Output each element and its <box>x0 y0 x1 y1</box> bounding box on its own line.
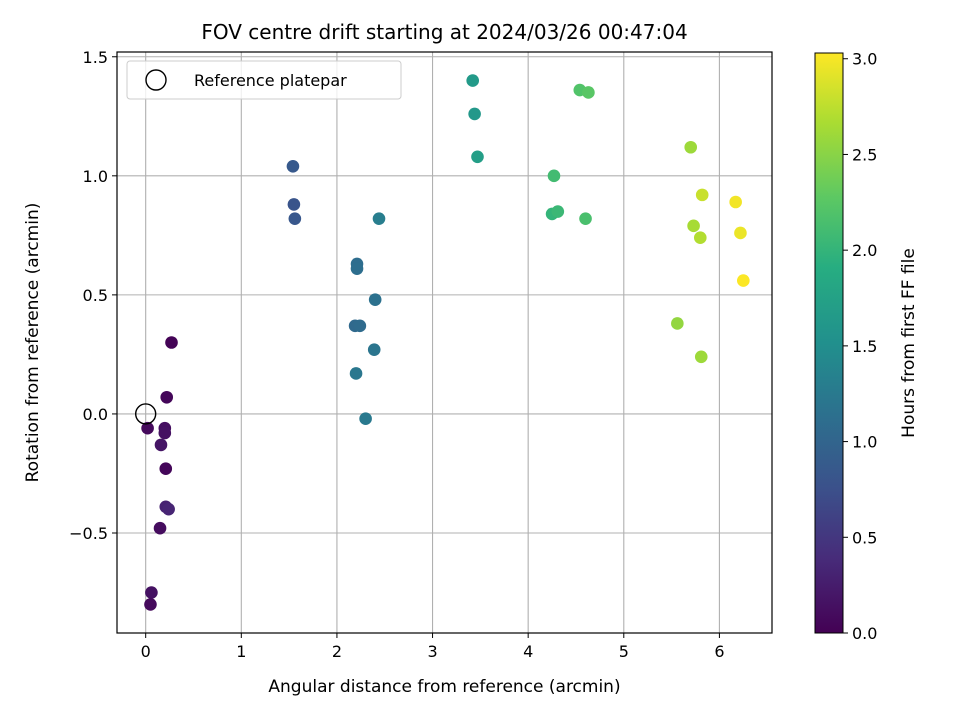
legend: Reference platepar <box>126 60 402 100</box>
scatter-point <box>551 205 565 218</box>
colorbar-tick-label: 3.0 <box>852 50 877 69</box>
legend-box <box>126 60 402 100</box>
scatter-points <box>141 74 750 611</box>
colorbar-ticks: 0.0 0.5 1.0 1.5 2.0 2.5 3.0 <box>843 50 877 643</box>
scatter-point <box>579 212 592 225</box>
x-axis-label: Angular distance from reference (arcmin) <box>268 677 620 697</box>
scatter-point <box>547 169 561 183</box>
scatter-point <box>158 426 172 440</box>
colorbar-tick-label: 2.0 <box>852 241 877 260</box>
scatter-point <box>288 212 302 225</box>
y-tick-label: 0.0 <box>83 405 108 424</box>
scatter-point <box>687 219 700 233</box>
colorbar: 0.0 0.5 1.0 1.5 2.0 2.5 3.0 Hours from first F… <box>814 50 919 643</box>
y-tick-label: 0.5 <box>83 286 108 305</box>
scatter-point <box>671 317 684 330</box>
scatter-point <box>353 319 367 333</box>
scatter-point <box>154 438 168 452</box>
y-tick-label: −0.5 <box>69 524 108 543</box>
x-tick-label: 1 <box>236 642 246 661</box>
x-tick-label: 6 <box>714 642 724 661</box>
scatter-point <box>350 262 364 275</box>
scatter-point <box>471 150 484 164</box>
y-axis-ticks: −0.5 0.0 0.5 1.0 1.5 <box>69 48 117 543</box>
scatter-point <box>141 421 154 435</box>
scatter-point <box>693 231 707 245</box>
scatter-point <box>734 226 747 240</box>
scatter-point <box>684 140 698 154</box>
reference-marker-layer <box>134 403 157 425</box>
scatter-point <box>694 350 708 364</box>
scatter-point <box>162 502 175 516</box>
colorbar-label: Hours from first FF file <box>899 248 919 438</box>
scatter-point <box>159 462 173 476</box>
scatter-point <box>729 195 742 209</box>
x-tick-label: 2 <box>332 642 342 661</box>
scatter-point <box>165 336 178 349</box>
scatter-point <box>145 586 158 599</box>
scatter-point <box>368 293 382 306</box>
scatter-point <box>466 74 480 87</box>
scatter-point <box>153 521 167 535</box>
legend-label: Reference platepar <box>194 71 347 90</box>
x-tick-label: 5 <box>619 642 629 661</box>
scatter-point <box>359 412 372 425</box>
x-tick-label: 3 <box>427 642 437 661</box>
colorbar-tick-label: 1.5 <box>852 337 877 356</box>
plot-frame <box>116 51 773 634</box>
x-tick-label: 0 <box>141 642 151 661</box>
scatter-point <box>287 198 301 211</box>
scatter-point <box>144 598 157 611</box>
colorbar-rect <box>814 52 844 634</box>
scatter-point <box>349 367 363 380</box>
colorbar-tick-label: 0.0 <box>852 624 877 643</box>
colorbar-tick-label: 2.5 <box>852 145 877 164</box>
x-tick-label: 4 <box>523 642 533 661</box>
x-axis-ticks: 0 1 2 3 4 5 6 <box>141 633 725 661</box>
y-axis-label: Rotation from reference (arcmin) <box>23 203 43 483</box>
legend-marker-open-circle <box>145 69 167 91</box>
chart-title: FOV centre drift starting at 2024/03/26 … <box>201 20 687 44</box>
y-tick-label: 1.0 <box>83 167 108 186</box>
scatter-point <box>737 274 750 287</box>
scatter-point <box>367 343 381 356</box>
scatter-point <box>582 86 595 99</box>
grid <box>117 52 772 633</box>
scatter-point <box>695 188 709 202</box>
colorbar-tick-label: 0.5 <box>852 528 877 547</box>
scatter-point <box>372 212 386 225</box>
y-tick-label: 1.5 <box>83 48 108 67</box>
scatter-point <box>286 159 300 173</box>
reference-platepar-marker <box>134 403 157 425</box>
scatter-point <box>468 107 481 121</box>
scatter-point <box>160 390 174 404</box>
colorbar-tick-label: 1.0 <box>852 433 877 452</box>
